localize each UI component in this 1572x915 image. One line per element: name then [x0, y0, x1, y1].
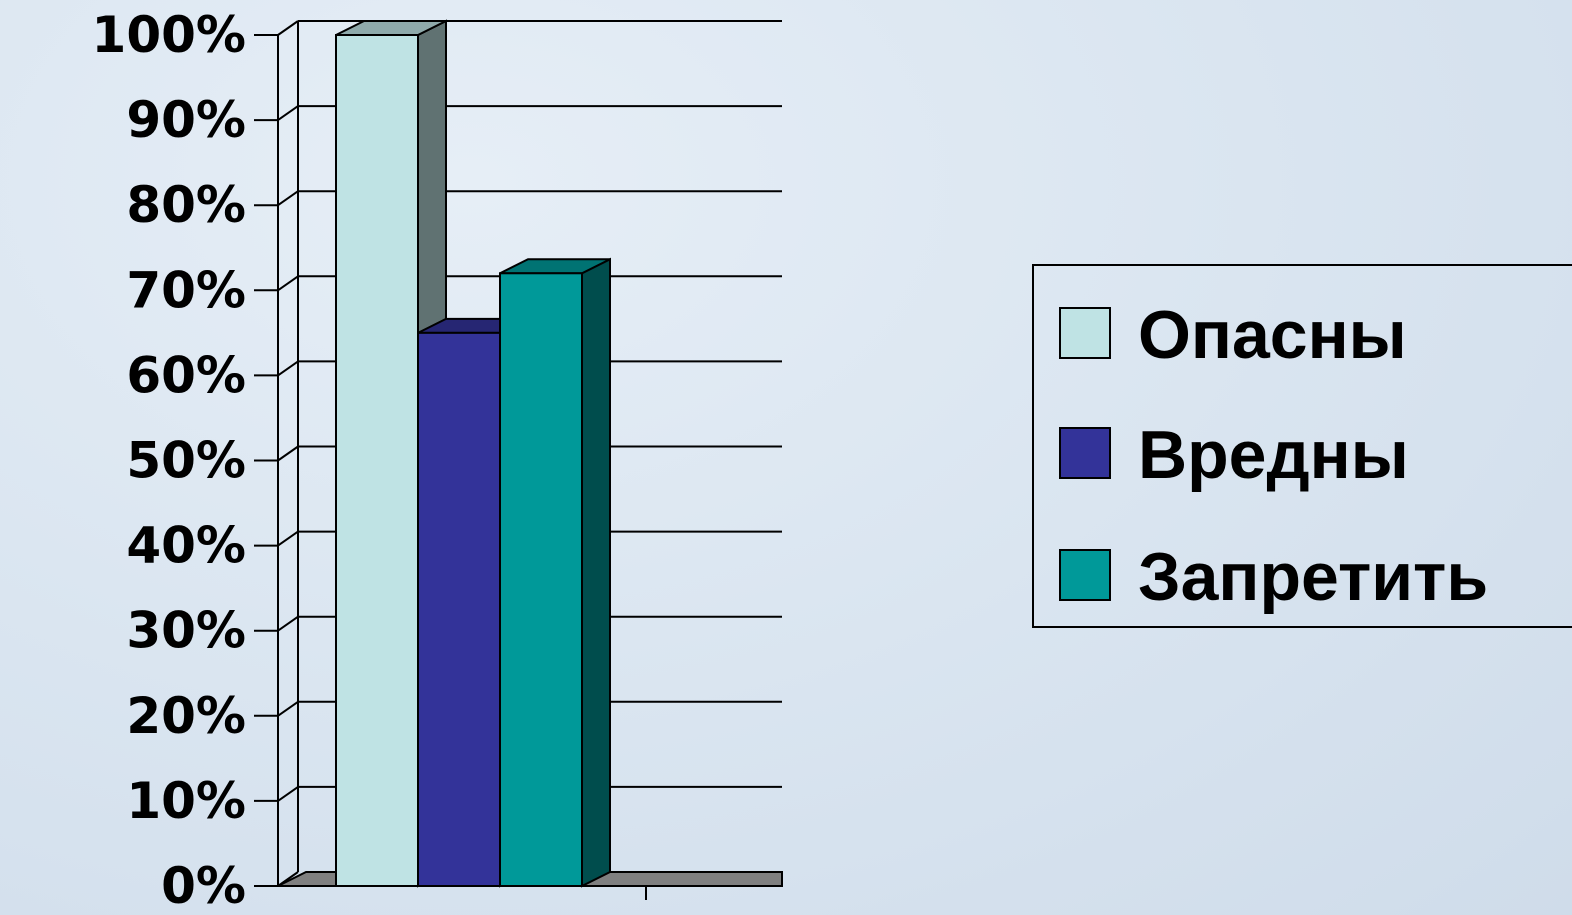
y-tick-label: 60% — [126, 346, 246, 404]
y-tick-depth-line — [277, 190, 299, 207]
legend-swatch — [1059, 427, 1111, 479]
bars — [335, 19, 611, 888]
legend-swatch — [1059, 307, 1111, 359]
y-tick-label: 30% — [126, 602, 246, 660]
y-tick-label: 70% — [126, 261, 246, 319]
y-tick-depth-line — [277, 360, 299, 377]
y-tick-label: 40% — [126, 517, 246, 575]
y-axis-ticks — [254, 20, 299, 887]
y-tick-label: 0% — [161, 857, 246, 915]
y-tick-label: 20% — [126, 687, 246, 745]
y-tick-depth-line — [277, 615, 299, 632]
legend-label: Вредны — [1138, 417, 1409, 493]
y-tick-depth-line — [277, 275, 299, 292]
y-tick-label: 90% — [126, 91, 246, 149]
y-axis-tick-labels: 0% 10% 20% 30% 40% 50% 60% 70% 80% 90% 100% — [92, 6, 246, 915]
y-tick-label: 80% — [126, 176, 246, 234]
legend-swatch — [1059, 549, 1111, 601]
bar-3 — [499, 257, 611, 888]
legend-box — [1032, 264, 1572, 628]
y-tick-depth-line — [277, 445, 299, 462]
bar-front — [335, 34, 419, 887]
y-tick-depth-line — [277, 530, 299, 547]
y-tick-depth-line — [277, 786, 299, 802]
y-tick-label: 50% — [126, 432, 246, 490]
y-tick-depth-line — [277, 105, 299, 121]
legend-label: Запретить — [1138, 539, 1488, 615]
legend: Опасны Вредны Запретить — [1032, 264, 1572, 628]
y-tick-label: 10% — [126, 772, 246, 830]
legend-label: Опасны — [1138, 297, 1407, 373]
y-tick-depth-line — [277, 20, 299, 36]
y-tick-depth-line — [277, 700, 299, 717]
bar-front — [499, 272, 583, 887]
y-tick-label: 100% — [92, 6, 246, 64]
bar-side — [581, 257, 611, 888]
bar-front — [417, 331, 501, 888]
